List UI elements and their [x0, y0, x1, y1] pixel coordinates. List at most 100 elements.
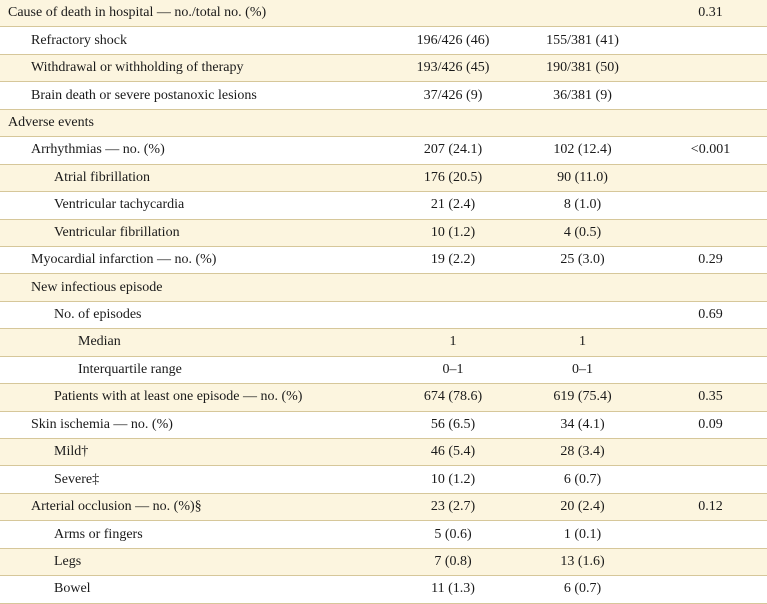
group1-value: 11 (1.3): [395, 575, 511, 604]
row-label: New infectious episode: [0, 273, 395, 302]
group2-value: 1 (0.1): [511, 520, 654, 549]
table-row: Atrial fibrillation 176 (20.5) 90 (11.0): [0, 164, 767, 193]
row-label: Mild†: [0, 438, 395, 467]
p-value: 0.31: [654, 0, 767, 28]
p-value: [654, 465, 767, 494]
group1-value: 674 (78.6): [395, 383, 511, 412]
table-row: Ventricular fibrillation 10 (1.2) 4 (0.5…: [0, 219, 767, 247]
row-label: Myocardial infarction — no. (%): [0, 246, 395, 275]
group1-value: 46 (5.4): [395, 438, 511, 467]
table-row: Severe‡ 10 (1.2) 6 (0.7): [0, 465, 767, 494]
group1-value: 19 (2.2): [395, 246, 511, 275]
table-row: Arms or fingers 5 (0.6) 1 (0.1): [0, 520, 767, 549]
group2-value: 102 (12.4): [511, 136, 654, 165]
p-value: [654, 438, 767, 467]
table-row: Brain death or severe postanoxic lesions…: [0, 81, 767, 110]
group1-value: 196/426 (46): [395, 26, 511, 55]
p-value: 0.12: [654, 493, 767, 522]
table-row: Adverse events: [0, 109, 767, 138]
p-value: [654, 548, 767, 577]
group2-value: 619 (75.4): [511, 383, 654, 412]
table-row: Myocardial infarction — no. (%) 19 (2.2)…: [0, 246, 767, 275]
group2-value: [511, 273, 654, 302]
p-value: [654, 26, 767, 55]
group1-value: [395, 301, 511, 330]
p-value: [654, 81, 767, 110]
group1-value: [395, 273, 511, 302]
table-row: Skin ischemia — no. (%) 56 (6.5) 34 (4.1…: [0, 411, 767, 440]
row-label: Patients with at least one episode — no.…: [0, 383, 395, 412]
table-row: Median 1 1: [0, 328, 767, 357]
table-row: Arterial occlusion — no. (%)§ 23 (2.7) 2…: [0, 493, 767, 522]
row-label: Bowel: [0, 575, 395, 604]
table-row: Bowel 11 (1.3) 6 (0.7): [0, 575, 767, 604]
p-value: [654, 575, 767, 604]
p-value: [654, 109, 767, 138]
table-row: Cause of death in hospital — no./total n…: [0, 0, 767, 28]
row-label: Arterial occlusion — no. (%)§: [0, 493, 395, 522]
group2-value: 36/381 (9): [511, 81, 654, 110]
row-label: Ventricular fibrillation: [0, 219, 395, 247]
p-value: [654, 356, 767, 385]
group2-value: 20 (2.4): [511, 493, 654, 522]
group1-value: 176 (20.5): [395, 164, 511, 193]
group2-value: [511, 301, 654, 330]
table-row: New infectious episode: [0, 273, 767, 302]
group1-value: 1: [395, 328, 511, 357]
group2-value: 8 (1.0): [511, 191, 654, 220]
row-label: Arrhythmias — no. (%): [0, 136, 395, 165]
row-label: Brain death or severe postanoxic lesions: [0, 81, 395, 110]
group1-value: 56 (6.5): [395, 411, 511, 440]
group1-value: 21 (2.4): [395, 191, 511, 220]
row-label: Withdrawal or withholding of therapy: [0, 54, 395, 83]
row-label: Interquartile range: [0, 356, 395, 385]
group1-value: [395, 109, 511, 138]
group2-value: 28 (3.4): [511, 438, 654, 467]
p-value: 0.35: [654, 383, 767, 412]
group2-value: [511, 109, 654, 138]
p-value: <0.001: [654, 136, 767, 165]
table-row: Withdrawal or withholding of therapy 193…: [0, 54, 767, 83]
table-row: Patients with at least one episode — no.…: [0, 383, 767, 412]
row-label: Severe‡: [0, 465, 395, 494]
row-label: Ventricular tachycardia: [0, 191, 395, 220]
group2-value: 0–1: [511, 356, 654, 385]
group2-value: 4 (0.5): [511, 219, 654, 247]
p-value: [654, 164, 767, 193]
p-value: [654, 520, 767, 549]
group1-value: 23 (2.7): [395, 493, 511, 522]
table-row: Interquartile range 0–1 0–1: [0, 356, 767, 385]
p-value: 0.69: [654, 301, 767, 330]
table-row: Ventricular tachycardia 21 (2.4) 8 (1.0): [0, 191, 767, 220]
row-label: Median: [0, 328, 395, 357]
group1-value: 193/426 (45): [395, 54, 511, 83]
p-value: [654, 191, 767, 220]
p-value: [654, 273, 767, 302]
group2-value: 6 (0.7): [511, 465, 654, 494]
group1-value: 7 (0.8): [395, 548, 511, 577]
row-label: Skin ischemia — no. (%): [0, 411, 395, 440]
group2-value: 155/381 (41): [511, 26, 654, 55]
group1-value: 37/426 (9): [395, 81, 511, 110]
group2-value: 90 (11.0): [511, 164, 654, 193]
group2-value: 190/381 (50): [511, 54, 654, 83]
row-label: Cause of death in hospital — no./total n…: [0, 0, 395, 28]
row-label: Arms or fingers: [0, 520, 395, 549]
group1-value: 0–1: [395, 356, 511, 385]
p-value: [654, 219, 767, 247]
row-label: Refractory shock: [0, 26, 395, 55]
table-row: No. of episodes 0.69: [0, 301, 767, 330]
group2-value: 1: [511, 328, 654, 357]
p-value: 0.09: [654, 411, 767, 440]
table-row: Legs 7 (0.8) 13 (1.6): [0, 548, 767, 577]
group2-value: 34 (4.1): [511, 411, 654, 440]
group1-value: 10 (1.2): [395, 219, 511, 247]
group1-value: 207 (24.1): [395, 136, 511, 165]
group2-value: 13 (1.6): [511, 548, 654, 577]
table-row: Mild† 46 (5.4) 28 (3.4): [0, 438, 767, 467]
row-label: Adverse events: [0, 109, 395, 138]
p-value: [654, 54, 767, 83]
row-label: Atrial fibrillation: [0, 164, 395, 193]
